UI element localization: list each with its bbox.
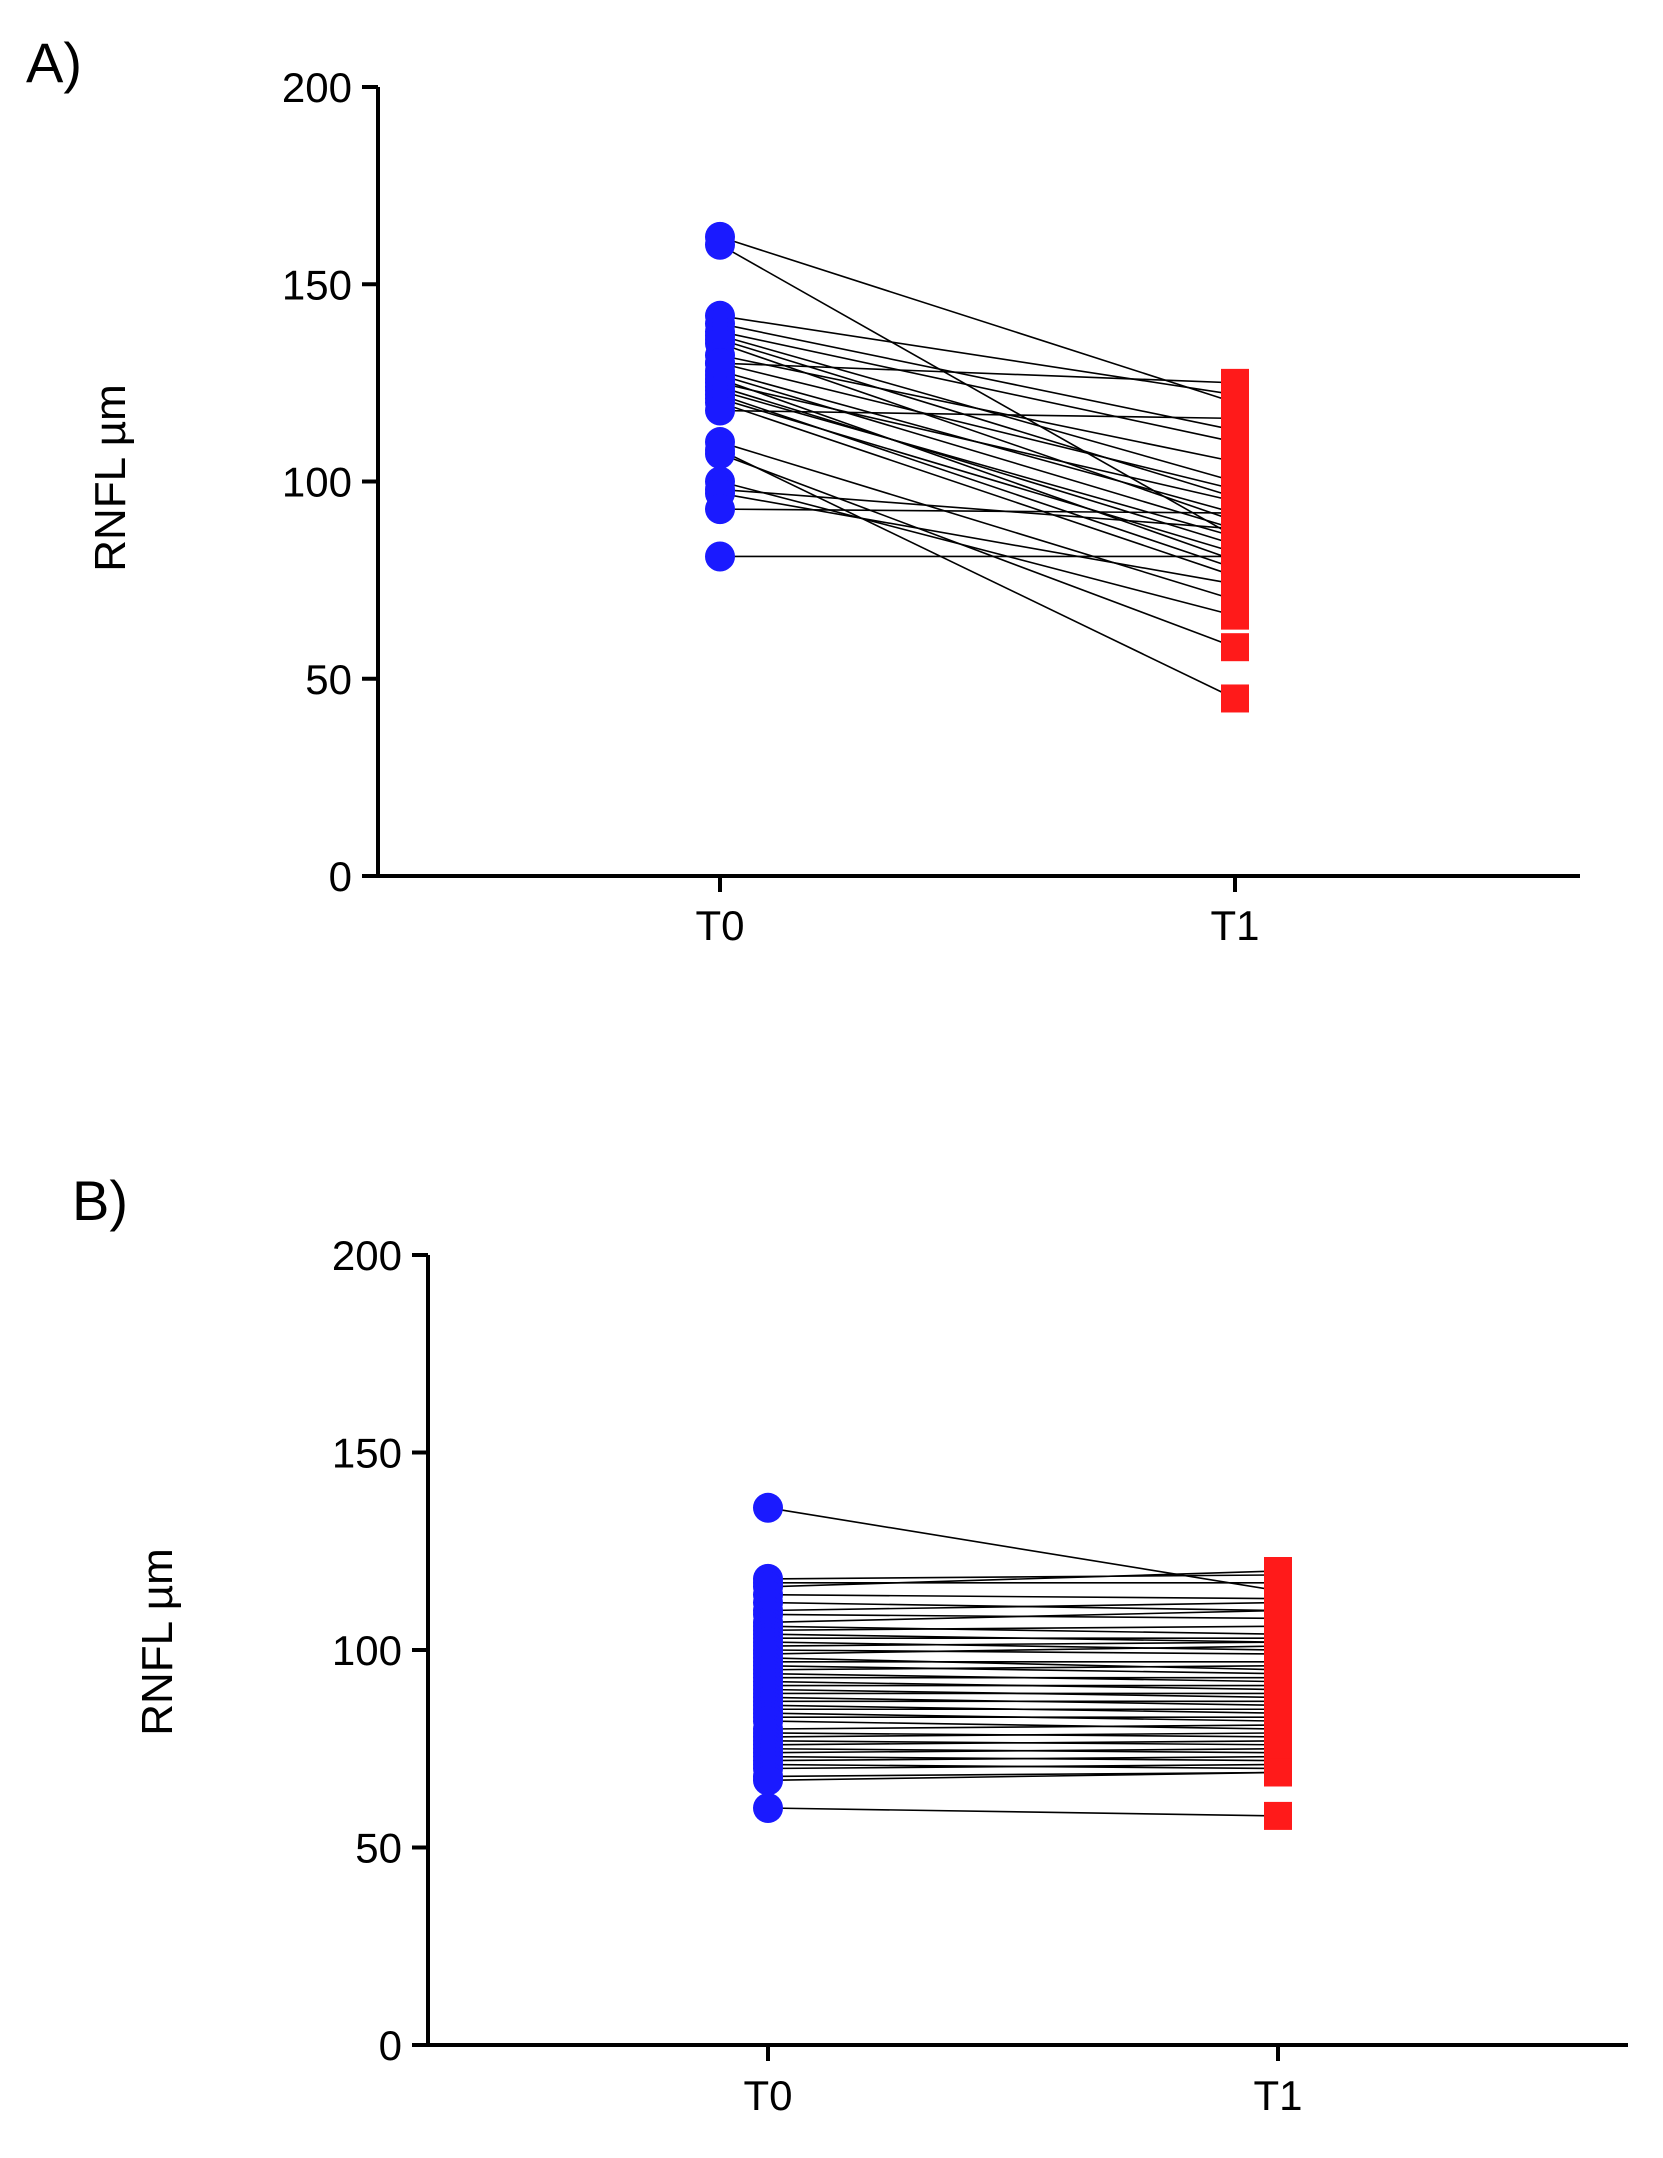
panel-a: A) RNFL µm 0 50 100 150 200 T0 T1: [26, 31, 1580, 949]
panel-b-y-tick-label: 100: [332, 1627, 402, 1674]
panel-a-connector: [719, 449, 1236, 700]
panel-a-y-tick-label: 150: [282, 261, 352, 308]
panel-a-t1-point: [1221, 684, 1249, 713]
panel-b-connector: [767, 1593, 1279, 1600]
panel-a-connector: [719, 315, 1236, 396]
panel-a-connector: [719, 236, 1236, 404]
panel-a-connector: [719, 244, 1236, 538]
panel-a-connector: [719, 374, 1236, 530]
panel-b-connector: [767, 1665, 1279, 1675]
panel-b-connector: [767, 1724, 1279, 1730]
panel-b-connector: [767, 1625, 1279, 1635]
panel-b-axes: 0 50 100 150 200 T0 T1: [332, 1232, 1628, 2119]
panel-b-connector: [767, 1763, 1279, 1770]
panel-b-x-tick-label: T1: [1253, 2072, 1302, 2119]
panel-b-connector: [767, 1657, 1279, 1671]
panel-a-y-tick-label: 100: [282, 459, 352, 506]
panel-a-y-tick-label: 200: [282, 64, 352, 111]
panel-a-connector: [719, 480, 1236, 617]
panel-a-connector: [719, 401, 1236, 577]
panel-a-axes: 0 50 100 150 200 T0 T1: [282, 64, 1580, 949]
panel-b-label: B): [72, 1169, 128, 1232]
panel-a-connector: [719, 362, 1236, 384]
panel-b-connector: [767, 1641, 1279, 1651]
panel-a-connectors: [719, 236, 1236, 700]
panel-a-connector: [719, 330, 1236, 443]
panel-a-t1-point: [1221, 368, 1249, 397]
panel-a-y-tick-label: 50: [305, 656, 352, 703]
panel-a-label: A): [26, 31, 82, 94]
panel-b-connector: [767, 1645, 1279, 1655]
panel-b-connector: [767, 1665, 1279, 1671]
panel-a-connector: [719, 488, 1236, 530]
panel-b-t1-point: [1264, 1801, 1292, 1830]
panel-a-connector: [719, 389, 1236, 538]
panel-a-y-axis-label: RNFL µm: [86, 384, 135, 572]
panel-b-t0-point: [753, 1793, 783, 1823]
panel-a-connector: [719, 342, 1236, 522]
panel-a-markers: [705, 221, 1249, 713]
panel-a-t0-point: [705, 541, 735, 572]
panel-b-connector: [767, 1747, 1279, 1754]
panel-a-connector: [719, 453, 1236, 648]
panel-b-t0-point: [753, 1765, 783, 1796]
panel-a-x-tick-label: T0: [695, 902, 744, 949]
panel-a-t1-point: [1221, 601, 1249, 630]
panel-a-connector: [719, 338, 1236, 499]
panel-a-connector: [719, 409, 1236, 420]
panel-b-connector: [767, 1807, 1279, 1817]
panel-a-connector: [719, 378, 1236, 562]
panel-b-y-tick-label: 50: [355, 1825, 402, 1872]
panel-a-connector: [719, 441, 1236, 601]
panel-b-connector: [767, 1507, 1279, 1592]
panel-b-connector: [767, 1740, 1279, 1746]
panel-b-connector: [767, 1771, 1279, 1782]
panel-a-x-tick-label: T1: [1210, 902, 1259, 949]
panel-b: B) RNFL µm 0 50 100 150 200 T0 T1: [72, 1169, 1628, 2119]
panel-a-connector: [719, 397, 1236, 554]
panel-b-x-tick-label: T0: [743, 2072, 792, 2119]
panel-b-y-axis-label: RNFL µm: [133, 1548, 182, 1736]
panel-a-connector: [719, 362, 1236, 491]
panel-b-connector: [767, 1625, 1279, 1632]
panel-a-connector: [719, 393, 1236, 570]
panel-b-y-tick-label: 150: [332, 1430, 402, 1477]
panel-b-t0-point: [753, 1492, 783, 1523]
panel-a-t1-point: [1221, 633, 1249, 662]
panel-a-connector: [719, 354, 1236, 463]
panel-a-connector: [719, 508, 1236, 514]
panel-a-t1-point: [1221, 542, 1249, 571]
panel-a-t0-point: [705, 395, 735, 426]
panel-a-t1-point: [1221, 570, 1249, 599]
panel-a-connector: [719, 322, 1236, 431]
panel-a-y-tick-label: 0: [329, 853, 352, 900]
panel-a-t1-point: [1221, 447, 1249, 476]
panel-b-connector: [767, 1601, 1279, 1612]
panel-a-connector: [719, 386, 1236, 546]
panel-a-t1-point: [1221, 499, 1249, 528]
panel-b-y-tick-label: 200: [332, 1232, 402, 1279]
panel-b-connector: [767, 1570, 1279, 1588]
panel-a-t0-point: [705, 494, 735, 525]
panel-a-t1-point: [1221, 404, 1249, 433]
panel-b-connector: [767, 1574, 1279, 1580]
panel-b-t1-point: [1264, 1557, 1292, 1585]
panel-b-markers: [753, 1492, 1292, 1830]
panel-b-connector: [767, 1609, 1279, 1624]
panel-b-connector: [767, 1732, 1279, 1738]
panel-b-t1-point: [1264, 1758, 1292, 1787]
panel-a-t0-point: [705, 229, 735, 260]
panel-b-connector: [767, 1755, 1279, 1762]
panel-a-t0-point: [705, 438, 735, 469]
panel-b-connectors: [767, 1507, 1279, 1817]
panel-b-y-tick-label: 0: [379, 2022, 402, 2069]
panel-b-connector: [767, 1641, 1279, 1647]
panel-a-connector: [719, 382, 1236, 503]
panel-b-connector: [767, 1649, 1279, 1655]
panel-a-t0-point: [705, 348, 735, 379]
panel-a-connector: [719, 492, 1236, 585]
panel-b-connector: [767, 1720, 1279, 1730]
